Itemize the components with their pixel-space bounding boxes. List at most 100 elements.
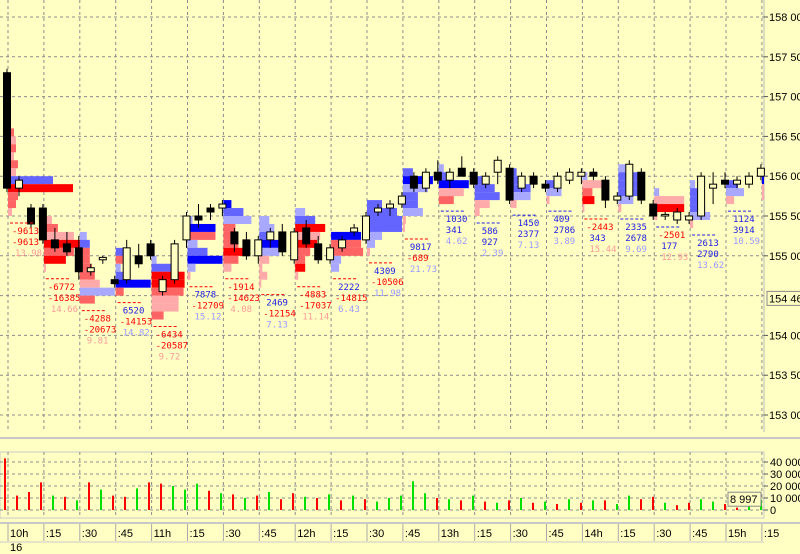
candle-down	[146, 243, 155, 257]
volume-bar	[16, 495, 18, 510]
profile-bar	[367, 216, 402, 224]
profile-stat-label: 9817	[410, 243, 432, 253]
profile-bar	[726, 188, 744, 197]
profile-stat-label: -12709	[192, 302, 225, 312]
profile-bar	[151, 287, 184, 296]
volume-bar	[340, 500, 342, 510]
candle-up	[673, 211, 682, 221]
profile-bar	[474, 200, 490, 209]
profile-stat-label: 4.08	[230, 305, 252, 315]
candle-up	[697, 175, 706, 217]
candle-up	[553, 175, 562, 189]
profile-stat-label: -4288	[84, 315, 111, 325]
volume-bar	[160, 483, 162, 510]
profile-bar	[79, 231, 87, 240]
time-tick-label: :15	[620, 528, 635, 540]
profile-bar	[654, 188, 660, 197]
candle-down	[38, 207, 47, 241]
candle-down	[50, 239, 59, 249]
candle-up	[685, 215, 694, 221]
profile-bar	[654, 196, 685, 205]
profile-bar	[151, 263, 177, 272]
profile-stat-label: 13.62	[697, 261, 724, 271]
profile-bar	[582, 188, 593, 197]
candle-down	[721, 179, 729, 185]
profile-bar	[223, 208, 244, 217]
candle-down	[505, 167, 514, 201]
profile-bar	[259, 223, 275, 232]
current-price-box	[766, 290, 800, 306]
profile-bar	[726, 196, 734, 205]
profile-bar	[295, 255, 306, 264]
profile-stat-label: -14153	[120, 318, 153, 328]
axes: 158 000 157 500 157 000 156 500 156 000 155 5…	[7, 12, 800, 554]
profile-stat-label: 9.81	[87, 337, 109, 347]
volume-bar	[724, 504, 726, 510]
profile-bar	[367, 239, 375, 248]
profile-stat-label: 1124	[733, 215, 755, 225]
price-tick-label: 156 500	[769, 131, 800, 143]
profile-stat-label: -6772	[48, 283, 75, 293]
candle-up	[493, 159, 502, 173]
candle-down	[637, 171, 646, 201]
volume-bar	[616, 504, 618, 510]
candle-down	[314, 243, 323, 261]
profile-bar	[151, 295, 179, 304]
volume-bar	[424, 493, 426, 510]
volume-bar	[304, 496, 306, 510]
profile-bar	[115, 287, 124, 296]
volume-bar	[316, 498, 318, 510]
profile-bar	[223, 263, 232, 272]
profile-bar	[438, 188, 464, 197]
candle-down	[242, 239, 251, 257]
profile-bar	[115, 279, 151, 288]
volume-bar	[328, 494, 330, 510]
volume-bar	[124, 496, 126, 510]
candle-up	[15, 179, 23, 189]
candle-down	[601, 179, 610, 201]
volume-bar	[592, 500, 594, 510]
profile-bar	[438, 196, 454, 205]
profile-bar	[331, 231, 362, 240]
profile-bar	[79, 279, 100, 288]
profile-bar	[295, 247, 311, 256]
profile-bar	[295, 263, 306, 272]
profile-bar	[474, 208, 480, 217]
candle-up	[218, 203, 227, 209]
profile-stat-label: 2335	[625, 223, 647, 233]
candle-up	[326, 247, 335, 261]
time-tick-label: :45	[261, 528, 276, 540]
price-tick-label: 157 000	[769, 92, 800, 104]
profile-bar	[690, 188, 703, 197]
profile-bar	[8, 168, 16, 177]
candle-down	[230, 231, 239, 245]
volume-bar	[76, 500, 78, 510]
volume-bar	[256, 495, 258, 510]
volume-bar	[4, 458, 6, 510]
profile-bar	[79, 263, 92, 272]
profile-stat-label: 13.98	[15, 249, 42, 259]
candle-down	[302, 227, 311, 245]
profile-bar	[8, 200, 16, 209]
price-tick-label: 157 500	[769, 52, 800, 64]
profile-stat-label: 341	[446, 226, 462, 236]
candle-down	[206, 207, 215, 213]
volume-bar	[352, 495, 354, 510]
profile-bar	[259, 239, 280, 248]
price-tick-label: 158 000	[769, 12, 800, 24]
candle-down	[62, 243, 71, 253]
volume-bar	[196, 483, 198, 510]
candle-down	[529, 175, 538, 185]
profile-bar	[367, 247, 370, 256]
profile-bar	[151, 303, 179, 312]
profile-bar	[331, 263, 340, 272]
time-tick-label: 11h	[154, 528, 172, 540]
volume-bar	[292, 493, 294, 510]
candle-up	[350, 227, 359, 233]
volume-panel	[4, 458, 762, 510]
profile-bar	[546, 196, 550, 205]
profile-stat-label: -9613	[12, 227, 39, 237]
profile-bar	[690, 219, 694, 228]
volume-bar	[532, 502, 534, 510]
